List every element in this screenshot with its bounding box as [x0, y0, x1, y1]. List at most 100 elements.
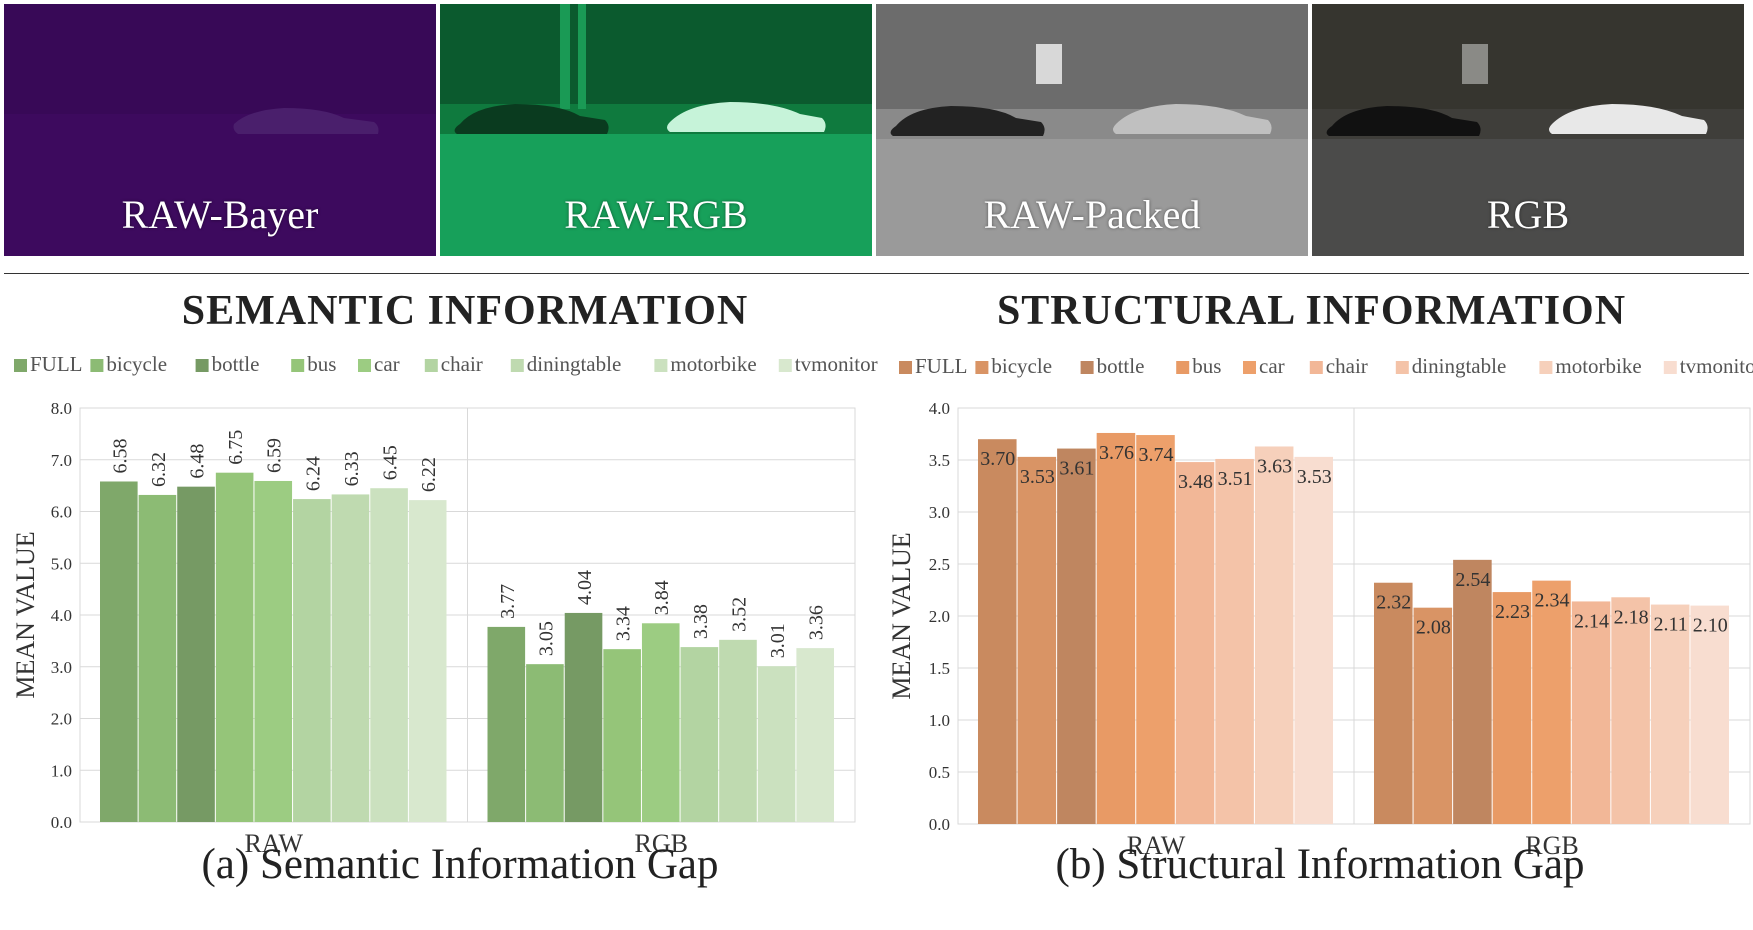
bar	[1175, 462, 1215, 824]
data-label: 3.53	[1020, 466, 1055, 488]
y-axis-title: MEAN VALUE	[11, 531, 40, 698]
y-tick-label: 0.0	[51, 813, 72, 832]
bar	[215, 472, 254, 822]
legend-label: FULL	[915, 354, 968, 378]
data-label: 2.14	[1574, 610, 1609, 632]
data-label: 3.52	[728, 597, 750, 632]
legend-label: bottle	[1097, 354, 1145, 378]
bar	[1096, 432, 1136, 824]
legend-swatch	[1176, 361, 1190, 374]
legend-swatch	[1395, 361, 1409, 374]
section-divider	[4, 273, 1749, 274]
bar	[254, 480, 293, 822]
data-label: 4.04	[574, 570, 596, 605]
data-label: 3.53	[1297, 466, 1332, 488]
data-label: 3.01	[767, 623, 789, 658]
car-white-silhouette	[1549, 104, 1708, 134]
y-tick-label: 2.5	[929, 555, 950, 574]
y-tick-label: 5.0	[51, 554, 72, 573]
bar	[1136, 435, 1175, 824]
scene-illustration	[1312, 4, 1744, 256]
data-label: 3.70	[980, 448, 1015, 470]
bar	[100, 481, 138, 822]
data-label: 3.48	[1178, 471, 1213, 493]
data-label: 3.51	[1218, 468, 1253, 490]
bar	[526, 664, 564, 822]
y-tick-label: 3.5	[929, 451, 950, 470]
legend-swatch	[291, 359, 305, 372]
structural-heading: STRUCTURAL INFORMATION	[996, 288, 1627, 334]
category-label: RAW	[244, 829, 303, 858]
data-label: 6.22	[418, 457, 440, 492]
scene-trees	[1312, 4, 1744, 109]
y-tick-label: 3.0	[929, 503, 950, 522]
data-label: 2.32	[1376, 592, 1411, 614]
data-label: 2.10	[1693, 615, 1728, 637]
data-label: 6.48	[187, 444, 209, 479]
tree-trunk	[1462, 44, 1488, 84]
category-label: RGB	[1525, 831, 1578, 860]
scene-illustration	[440, 4, 872, 256]
scene-trees	[4, 4, 436, 114]
category-label: RGB	[635, 829, 688, 858]
bar	[1532, 580, 1571, 824]
bar	[641, 623, 680, 822]
legend-label: bicycle	[991, 354, 1052, 378]
bar	[1294, 456, 1333, 824]
bar	[177, 486, 215, 822]
bar	[680, 647, 719, 822]
scene-road	[876, 139, 1308, 256]
legend-swatch	[1243, 361, 1256, 374]
y-tick-label: 1.0	[929, 711, 950, 730]
bar	[1374, 582, 1413, 824]
image-panel-raw-packed: RAW-Packed	[876, 4, 1308, 256]
data-label: 2.11	[1654, 614, 1688, 636]
car-dark-silhouette	[454, 104, 609, 134]
scene-trees	[440, 4, 872, 104]
legend-label: car	[1259, 354, 1285, 378]
bar	[487, 626, 526, 822]
bar	[1017, 456, 1057, 824]
y-axis-title: MEAN VALUE	[887, 532, 916, 699]
category-label: RAW	[1127, 831, 1186, 860]
legend-label: chair	[441, 352, 483, 376]
legend-swatch	[195, 359, 209, 372]
bar	[757, 666, 796, 822]
panel-label: RAW-Packed	[983, 192, 1201, 237]
data-label: 3.61	[1059, 458, 1094, 480]
tree-trunk	[560, 4, 570, 109]
y-tick-label: 7.0	[51, 451, 72, 470]
legend-label: motorbike	[1555, 354, 1641, 378]
scene-illustration	[876, 4, 1308, 256]
panel-label: RAW-Bayer	[121, 192, 319, 237]
bar	[564, 612, 603, 822]
scene-illustration	[4, 4, 436, 256]
legend-swatch	[1309, 361, 1323, 374]
semantic-bar-chart: FULL bicycle bottle bus car chair diningtable m…	[11, 352, 878, 858]
legend-swatch	[14, 359, 27, 372]
data-label: 3.77	[497, 584, 519, 619]
bar	[331, 494, 370, 822]
data-label: 6.24	[302, 456, 324, 491]
bar	[1453, 559, 1492, 824]
car-white-silhouette	[1113, 104, 1272, 134]
image-panel-raw-rgb: RAW-RGB	[440, 4, 872, 256]
y-tick-label: 2.0	[51, 710, 72, 729]
y-tick-label: 3.0	[51, 658, 72, 677]
legend-swatch	[358, 359, 371, 372]
bar	[1057, 448, 1096, 824]
car-dark-silhouette	[890, 106, 1045, 136]
legend-label: diningtable	[1412, 354, 1506, 378]
legend-label: car	[374, 352, 400, 376]
bar	[1254, 446, 1294, 824]
y-tick-label: 4.0	[51, 606, 72, 625]
y-tick-label: 4.0	[929, 399, 950, 418]
scene-road	[1312, 139, 1744, 256]
data-label: 6.58	[109, 438, 131, 473]
y-tick-label: 1.0	[51, 761, 72, 780]
legend-label: tvmonitor	[1680, 354, 1753, 378]
data-label: 3.76	[1099, 442, 1134, 464]
legend-swatch	[90, 359, 104, 372]
bar	[1492, 592, 1532, 824]
bar	[138, 494, 177, 822]
